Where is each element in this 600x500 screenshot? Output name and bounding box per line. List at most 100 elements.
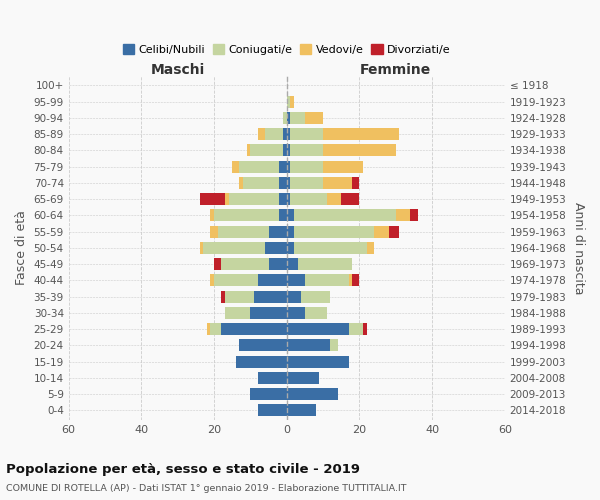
Bar	[243, 177, 280, 189]
Bar	[287, 258, 298, 270]
Bar	[229, 193, 280, 205]
Bar	[323, 177, 352, 189]
Bar	[280, 193, 287, 205]
Bar	[290, 128, 323, 140]
Bar	[305, 307, 327, 319]
Bar	[239, 177, 243, 189]
Bar	[232, 160, 239, 172]
Bar	[269, 226, 287, 237]
Bar	[225, 307, 250, 319]
Bar	[287, 177, 290, 189]
Bar	[257, 372, 287, 384]
Bar	[374, 226, 389, 237]
Bar	[287, 112, 290, 124]
Bar	[287, 242, 294, 254]
Bar	[250, 307, 287, 319]
Bar	[283, 112, 287, 124]
Bar	[287, 160, 290, 172]
Bar	[236, 356, 287, 368]
Bar	[341, 193, 359, 205]
Bar	[352, 274, 359, 286]
Bar	[250, 144, 283, 156]
Text: COMUNE DI ROTELLA (AP) - Dati ISTAT 1° gennaio 2019 - Elaborazione TUTTITALIA.IT: COMUNE DI ROTELLA (AP) - Dati ISTAT 1° g…	[6, 484, 407, 493]
Bar	[287, 356, 349, 368]
Bar	[410, 210, 418, 222]
Bar	[290, 160, 323, 172]
Text: Popolazione per età, sesso e stato civile - 2019: Popolazione per età, sesso e stato civil…	[6, 462, 360, 475]
Text: Femmine: Femmine	[360, 64, 431, 78]
Bar	[294, 226, 374, 237]
Text: Maschi: Maschi	[151, 64, 205, 78]
Bar	[257, 274, 287, 286]
Bar	[396, 210, 410, 222]
Bar	[211, 274, 214, 286]
Bar	[349, 323, 363, 335]
Bar	[287, 388, 338, 400]
Bar	[287, 290, 301, 302]
Bar	[287, 307, 305, 319]
Y-axis label: Anni di nascita: Anni di nascita	[572, 202, 585, 294]
Bar	[323, 128, 400, 140]
Bar	[200, 193, 225, 205]
Bar	[211, 323, 221, 335]
Bar	[287, 96, 290, 108]
Bar	[280, 177, 287, 189]
Bar	[221, 258, 269, 270]
Bar	[287, 372, 319, 384]
Bar	[239, 160, 280, 172]
Bar	[211, 226, 218, 237]
Bar	[352, 177, 359, 189]
Bar	[207, 323, 211, 335]
Bar	[287, 274, 305, 286]
Bar	[298, 258, 352, 270]
Bar	[331, 340, 338, 351]
Bar	[203, 242, 265, 254]
Bar	[290, 177, 323, 189]
Bar	[287, 193, 290, 205]
Bar	[363, 323, 367, 335]
Bar	[287, 128, 290, 140]
Bar	[200, 242, 203, 254]
Bar	[225, 193, 229, 205]
Bar	[247, 144, 250, 156]
Bar	[254, 290, 287, 302]
Bar	[280, 210, 287, 222]
Bar	[221, 290, 225, 302]
Bar	[305, 274, 349, 286]
Bar	[265, 242, 287, 254]
Bar	[257, 404, 287, 416]
Bar	[214, 274, 257, 286]
Bar	[221, 323, 287, 335]
Bar	[287, 226, 294, 237]
Bar	[290, 112, 305, 124]
Bar	[323, 144, 396, 156]
Bar	[305, 112, 323, 124]
Bar	[214, 258, 221, 270]
Bar	[301, 290, 331, 302]
Bar	[349, 274, 352, 286]
Bar	[214, 210, 280, 222]
Bar	[294, 242, 367, 254]
Bar	[250, 388, 287, 400]
Bar	[239, 340, 287, 351]
Bar	[290, 144, 323, 156]
Bar	[287, 340, 331, 351]
Bar	[287, 323, 349, 335]
Bar	[367, 242, 374, 254]
Bar	[290, 96, 294, 108]
Bar	[287, 210, 294, 222]
Bar	[283, 128, 287, 140]
Bar	[287, 404, 316, 416]
Bar	[280, 160, 287, 172]
Bar	[294, 210, 396, 222]
Legend: Celibi/Nubili, Coniugati/e, Vedovi/e, Divorziati/e: Celibi/Nubili, Coniugati/e, Vedovi/e, Di…	[118, 40, 455, 59]
Bar	[283, 144, 287, 156]
Bar	[257, 128, 265, 140]
Bar	[211, 210, 214, 222]
Bar	[269, 258, 287, 270]
Y-axis label: Fasce di età: Fasce di età	[15, 210, 28, 286]
Bar	[265, 128, 283, 140]
Bar	[389, 226, 400, 237]
Bar	[225, 290, 254, 302]
Bar	[287, 144, 290, 156]
